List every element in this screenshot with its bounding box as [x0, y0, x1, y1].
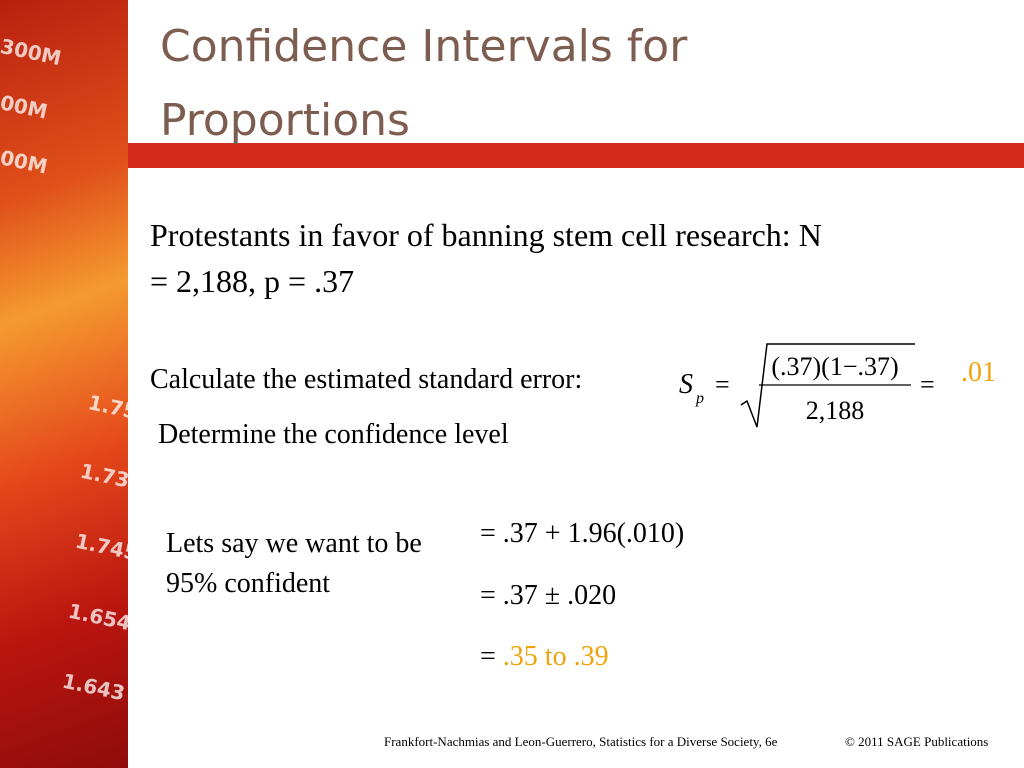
slide-title: Confidence Intervals for Proportions [160, 21, 688, 146]
radical [740, 343, 915, 428]
equals: = [715, 370, 730, 399]
equals: = [480, 641, 496, 672]
image-label: 1.654 [66, 598, 128, 636]
numerator: (.37)(1−.37) [771, 352, 898, 381]
image-label: 1.75 [86, 390, 128, 424]
image-label: 1.643 [60, 668, 128, 706]
step: = .37 + 1.96(.010) [480, 518, 685, 549]
prompt: Calculate the estimated standard error: [150, 364, 583, 395]
intro-text: Protestants in favor of banning stem cel… [150, 217, 822, 299]
final-step: = .35 to .39 [480, 637, 609, 677]
image-label: 1.734 [78, 458, 128, 496]
accent-bar [128, 143, 1024, 168]
step: = .37 ± .020 [480, 580, 617, 611]
subscript: p [695, 390, 704, 407]
denominator: 2,188 [806, 396, 865, 425]
image-label: 00M [0, 90, 50, 124]
formula: S p = (.37)(1−.37) 2,188 = .01 [679, 343, 996, 428]
image-label: 300M [0, 33, 64, 71]
confidence-text: Determine the confidence level [158, 419, 509, 450]
image-label: 00M [0, 145, 50, 179]
background-image: 300M 00M 00M 1.75 1.734 1.745 1.654 1.64… [0, 0, 128, 768]
citation: Frankfort-Nachmias and Leon-Guerrero, St… [384, 734, 778, 749]
copyright: © 2011 SAGE Publications [845, 734, 989, 749]
symbol: S [679, 369, 693, 400]
final-result: .35 to .39 [502, 641, 609, 672]
result: .01 [961, 357, 996, 388]
image-label: 1.745 [73, 528, 128, 566]
assumption-text: Lets say we want to be 95% confident [166, 528, 422, 599]
equals: = [920, 370, 935, 399]
